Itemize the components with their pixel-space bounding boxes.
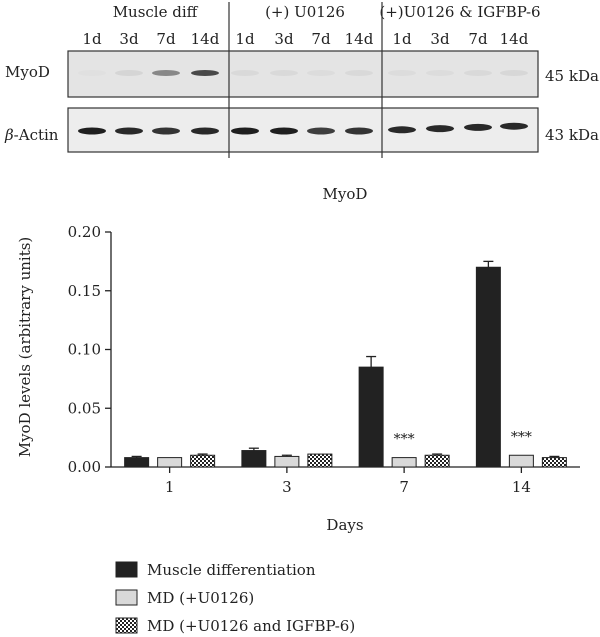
- blot-lane-label: 3d: [274, 30, 294, 48]
- blot-band: [307, 127, 335, 135]
- blot-lane-labels: 1d 3d 7d 14d 1d 3d 7d 14d 1d 3d 7d 14d: [82, 30, 528, 48]
- x-tick-label: 3: [282, 478, 292, 496]
- blot-strip-myod: [67, 50, 539, 98]
- bar: [157, 457, 183, 468]
- blot-lane-label: 1d: [82, 30, 102, 48]
- blot-lane-label: 1d: [392, 30, 412, 48]
- blot-lane-label: 3d: [119, 30, 139, 48]
- y-tick-label: 0.05: [68, 399, 101, 417]
- blot-band: [78, 127, 106, 135]
- blot-band: [152, 70, 180, 76]
- blot-band: [500, 122, 528, 130]
- legend-label: MD (+U0126 and IGFBP-6): [147, 617, 355, 635]
- bar: [541, 457, 567, 468]
- y-tick-label: 0.10: [68, 341, 101, 359]
- blot-lane-label: 14d: [191, 30, 220, 48]
- blot-band: [231, 70, 259, 76]
- blot-band: [464, 70, 492, 76]
- blot-band: [500, 70, 528, 76]
- blot-band: [388, 70, 416, 76]
- y-tick-label: 0.15: [68, 282, 101, 300]
- blot-band: [152, 127, 180, 135]
- blot-lane-label: 14d: [500, 30, 529, 48]
- blot-band: [231, 127, 259, 135]
- blot-band: [191, 70, 219, 76]
- blot-lane-label: 3d: [430, 30, 450, 48]
- blot-row-label-myod: MyoD: [5, 63, 50, 81]
- bar: [424, 454, 450, 468]
- legend-swatch: [115, 589, 138, 606]
- blot-lane-label: 1d: [235, 30, 255, 48]
- chart-title: MyoD: [323, 185, 368, 203]
- blot-lane-label: 7d: [156, 30, 176, 48]
- blot-band: [191, 127, 219, 135]
- bar: [274, 455, 300, 468]
- x-tick-label: 14: [512, 478, 531, 496]
- legend-label: MD (+U0126): [147, 589, 254, 607]
- y-axis-label: MyoD levels (arbitrary units): [16, 237, 34, 458]
- blot-strip-beta-actin: [67, 107, 539, 153]
- bar: [508, 454, 534, 468]
- blot-band: [270, 127, 298, 135]
- blot-row-label-beta-actin: β-Actin: [4, 126, 59, 144]
- blot-band: [307, 70, 335, 76]
- blot-lane-label: 7d: [468, 30, 488, 48]
- blot-group-label-muscle-diff: Muscle diff: [113, 3, 199, 21]
- western-blot-panel: Muscle diff (+) U0126 (+)U0126 & IGFBP-6…: [4, 2, 599, 158]
- blot-band: [270, 70, 298, 76]
- y-tick-label: 0.00: [68, 458, 101, 476]
- blot-bands: [78, 70, 528, 135]
- bar-chart: 0.00 0.05 0.10 0.15 0.20 1 3 7 14 *** ***: [68, 223, 580, 496]
- bar: [307, 453, 333, 468]
- y-tick-label: 0.20: [68, 223, 101, 241]
- blot-band: [115, 127, 143, 135]
- blot-band: [388, 126, 416, 134]
- blot-band: [78, 70, 106, 76]
- legend: Muscle differentiation MD (+U0126) MD (+U0…: [115, 561, 355, 635]
- bar: [124, 457, 150, 468]
- x-tick-label: 1: [165, 478, 175, 496]
- bar: [241, 450, 267, 468]
- x-axis-label: Days: [326, 516, 363, 534]
- blot-band: [115, 70, 143, 76]
- legend-swatch: [115, 617, 138, 634]
- legend-swatch: [115, 561, 138, 578]
- blot-row-size-myod: 45 kDa: [545, 67, 599, 85]
- blot-group-label-u0126-igfbp6: (+)U0126 & IGFBP-6: [379, 3, 540, 21]
- blot-band: [345, 127, 373, 135]
- blot-band: [426, 70, 454, 76]
- significance-annotation: ***: [511, 429, 532, 445]
- x-tick-label: 7: [399, 478, 409, 496]
- significance-annotation: ***: [394, 432, 415, 448]
- bar: [190, 454, 216, 468]
- blot-lane-label: 7d: [311, 30, 331, 48]
- bar: [475, 266, 501, 468]
- blot-band: [426, 125, 454, 133]
- bar: [358, 366, 384, 468]
- blot-group-label-u0126: (+) U0126: [265, 3, 345, 21]
- blot-lane-label: 14d: [345, 30, 374, 48]
- blot-band: [345, 70, 373, 76]
- bar: [391, 457, 417, 468]
- legend-label: Muscle differentiation: [147, 561, 316, 579]
- blot-band: [464, 123, 492, 131]
- blot-row-size-beta-actin: 43 kDa: [545, 126, 599, 144]
